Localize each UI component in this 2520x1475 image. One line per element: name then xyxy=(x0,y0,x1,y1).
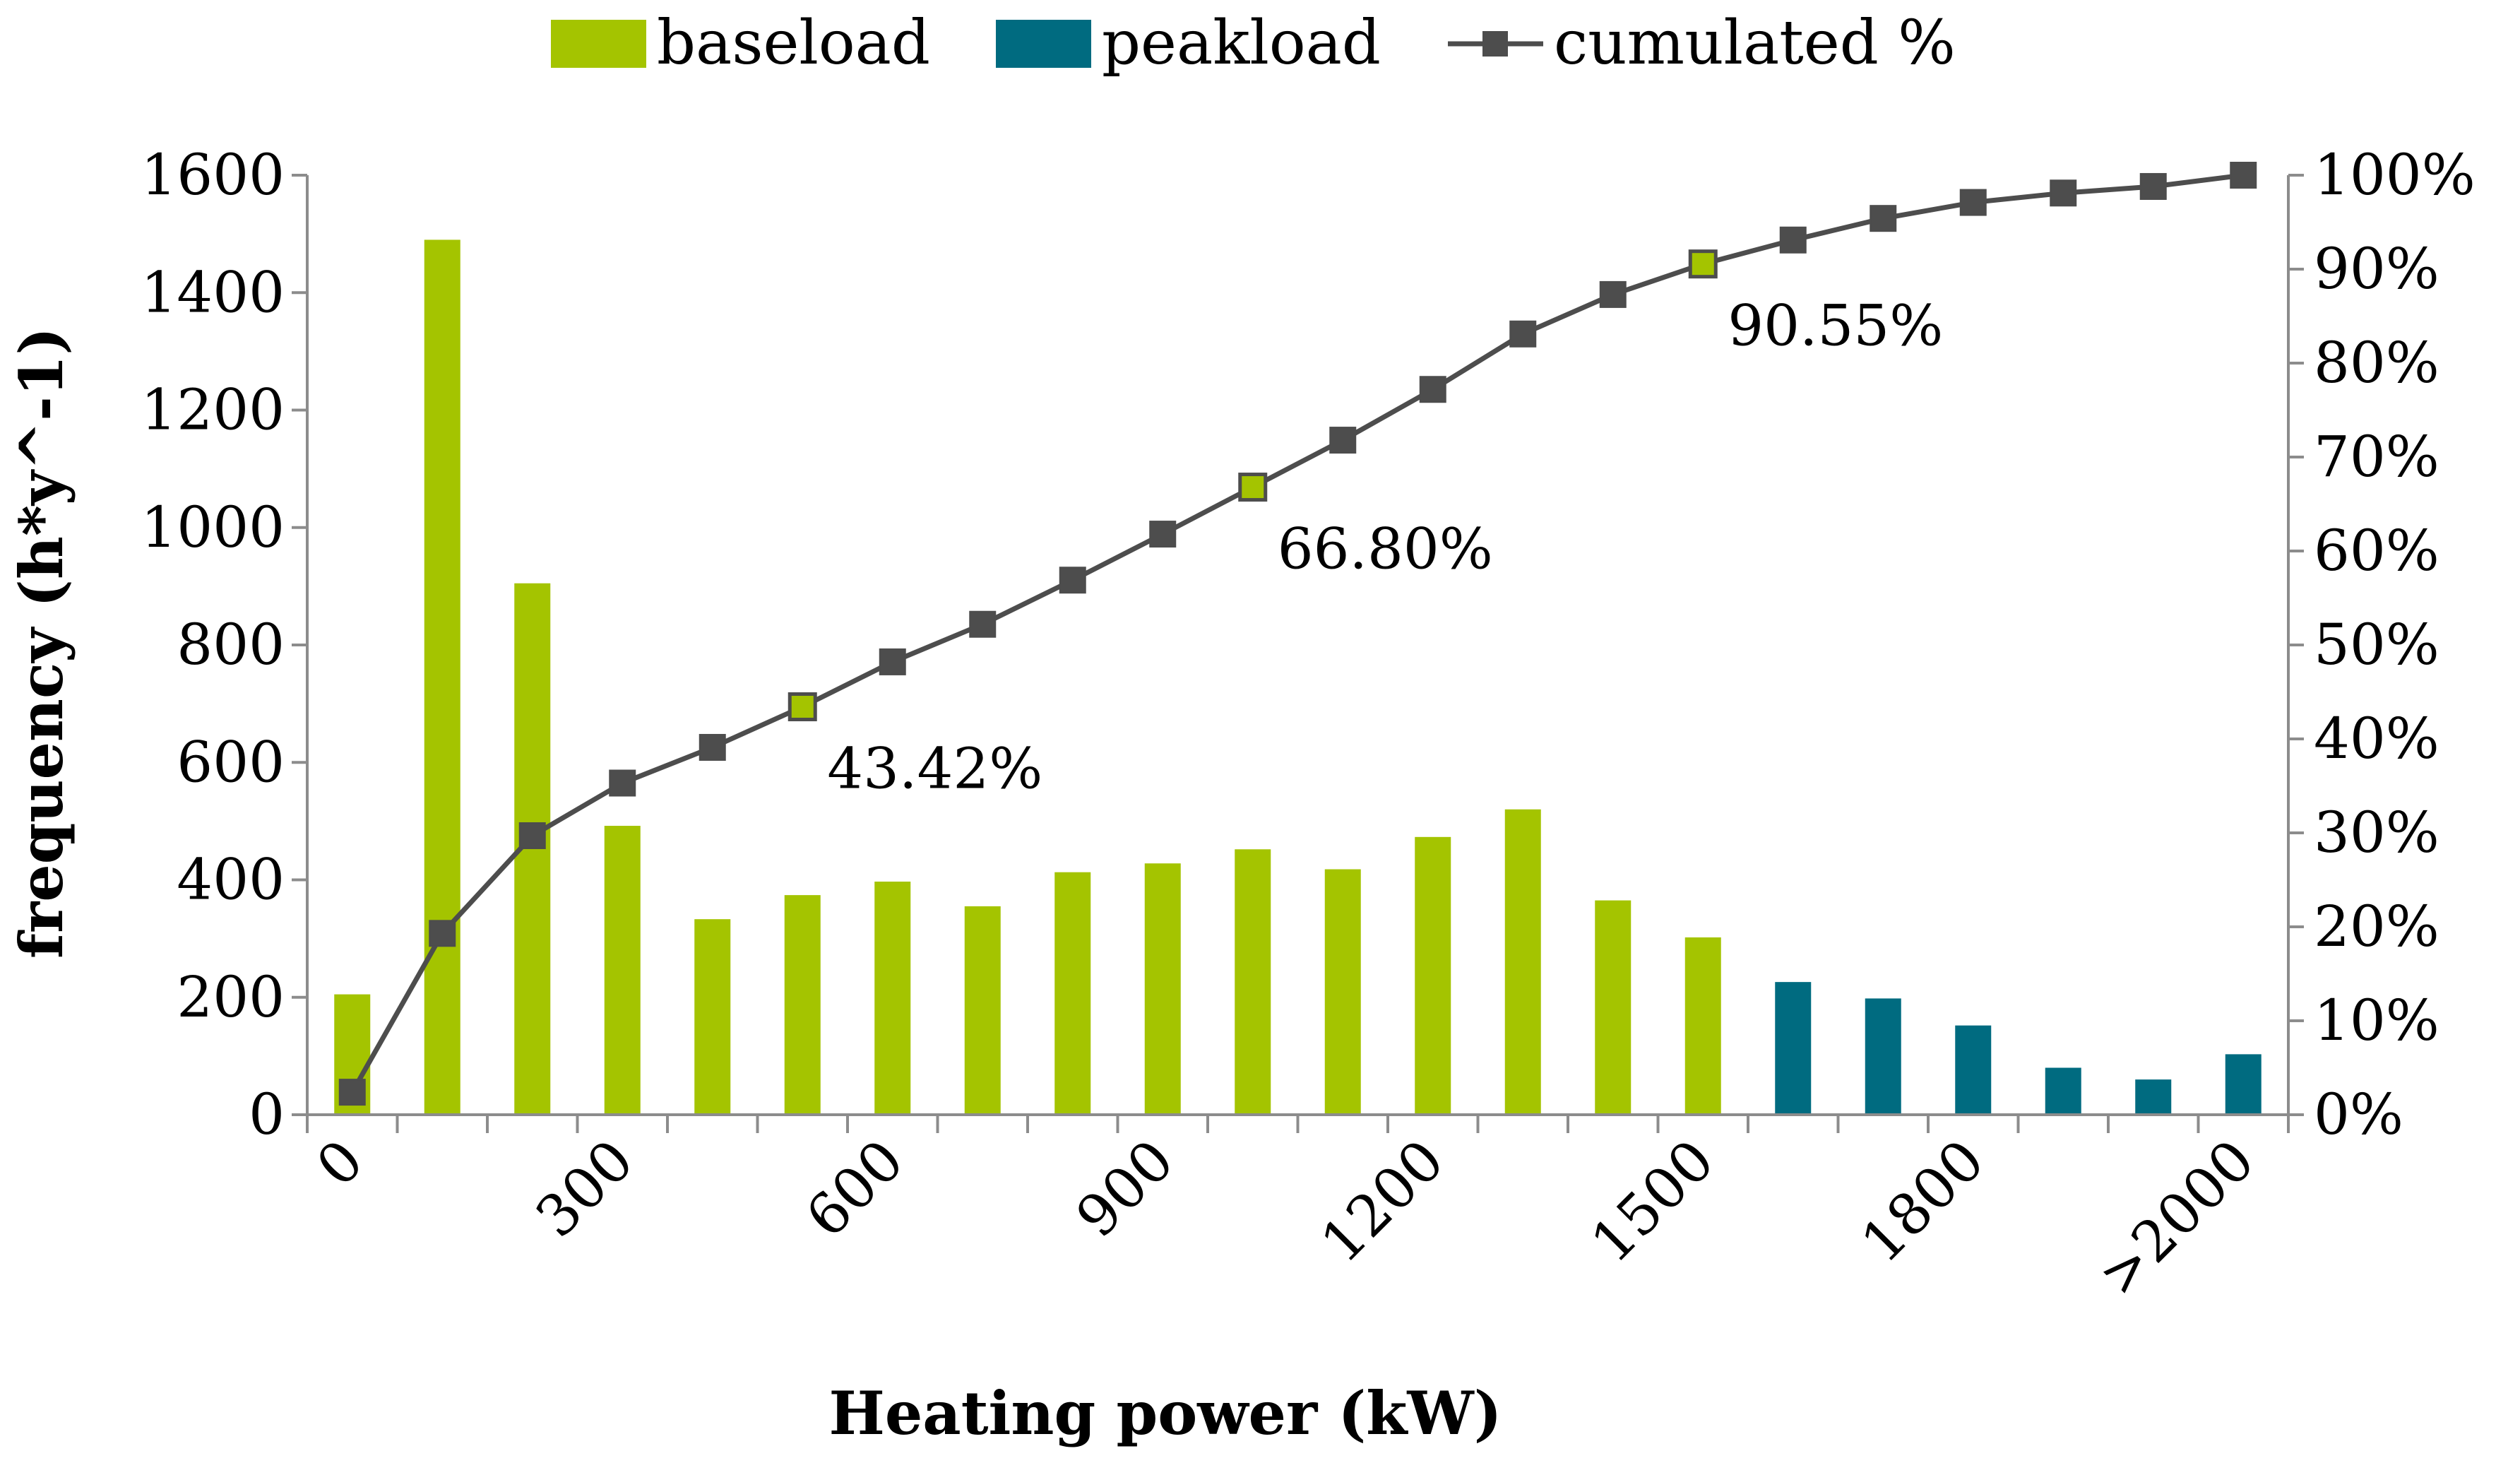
baseload-bar-100 xyxy=(424,239,460,1115)
y2-tick-label-60%: 60% xyxy=(2314,518,2439,584)
cumulated-marker-1900 xyxy=(2050,179,2077,207)
baseload-bar-900 xyxy=(1144,863,1181,1115)
baseload-bar-800 xyxy=(1054,872,1091,1115)
y-tick-label-400: 400 xyxy=(177,847,285,913)
x-tick-label-1800: 1800 xyxy=(1848,1127,1997,1276)
y-axis-title: frequency (h*y^-1) xyxy=(6,327,76,959)
y2-tick-label-0%: 0% xyxy=(2314,1082,2403,1147)
peakload-bar->2000 xyxy=(2225,1054,2262,1115)
y2-tick-label-30%: 30% xyxy=(2314,800,2439,865)
y-tick-label-1200: 1200 xyxy=(141,377,285,443)
y2-tick-label-80%: 80% xyxy=(2314,330,2439,396)
y-tick-label-1400: 1400 xyxy=(141,259,285,325)
cumulated-marker->2000 xyxy=(2230,162,2257,189)
cumulated-marker-1500 xyxy=(1688,249,1718,279)
y2-tick-label-10%: 10% xyxy=(2314,988,2439,1053)
y-tick-label-200: 200 xyxy=(177,964,285,1030)
cumulated-marker-1700 xyxy=(1870,205,1897,232)
bars-group xyxy=(334,239,2262,1115)
legend-swatch-peakload xyxy=(996,20,1091,68)
baseload-bar-1500 xyxy=(1684,937,1721,1115)
baseload-bar-400 xyxy=(694,919,731,1115)
x-tick-label-1500: 1500 xyxy=(1579,1127,1727,1276)
cumulated-marker-1400 xyxy=(1599,280,1627,308)
y2-tick-label-40%: 40% xyxy=(2314,706,2439,771)
cumulated-line xyxy=(350,172,2244,1094)
baseload-bar-1200 xyxy=(1415,836,1451,1115)
x-tick-label-900: 900 xyxy=(1064,1127,1187,1250)
y2-tick-label-100%: 100% xyxy=(2314,142,2476,208)
peakload-bar-1800 xyxy=(1955,1025,1992,1115)
peakload-bar-1700 xyxy=(1865,998,1901,1115)
legend-label-baseload: baseload xyxy=(657,8,930,78)
baseload-bar-500 xyxy=(784,895,821,1115)
legend: baseload peakload cumulated % xyxy=(551,8,1956,78)
legend-label-peakload: peakload xyxy=(1102,8,1381,78)
y-tick-label-0: 0 xyxy=(249,1082,285,1147)
cumulated-marker-1100 xyxy=(1329,427,1357,454)
y-tick-label-1600: 1600 xyxy=(141,142,285,208)
baseload-bar-1300 xyxy=(1504,809,1541,1115)
cumulated-marker-600 xyxy=(879,648,906,675)
cumulated-marker-500 xyxy=(788,692,817,722)
cumulated-marker-0 xyxy=(338,1079,366,1106)
annotation-90.55%: 90.55% xyxy=(1728,293,1943,359)
x-tick-label-300: 300 xyxy=(523,1127,646,1250)
y2-tick-label-50%: 50% xyxy=(2314,612,2439,677)
x-tick-label-1200: 1200 xyxy=(1308,1127,1456,1276)
baseload-bar-300 xyxy=(604,826,641,1115)
cumulated-marker-200 xyxy=(518,822,546,849)
y2-tick-label-90%: 90% xyxy=(2314,236,2439,302)
y2-tick-label-20%: 20% xyxy=(2314,894,2439,959)
x-axis-title: Heating power (kW) xyxy=(828,1378,1502,1448)
cumulated-marker-1300 xyxy=(1509,320,1537,348)
axes-group xyxy=(292,174,2304,1133)
baseload-bar-1400 xyxy=(1595,900,1632,1115)
y-tick-label-600: 600 xyxy=(177,729,285,795)
annotation-66.80%: 66.80% xyxy=(1278,516,1493,582)
annotation-43.42%: 43.42% xyxy=(827,736,1042,802)
baseload-bar-700 xyxy=(964,906,1001,1115)
x-tick-label-0: 0 xyxy=(304,1127,376,1199)
cumulated-marker-100 xyxy=(429,920,456,947)
y2-tick-label-70%: 70% xyxy=(2314,424,2439,490)
baseload-bar-600 xyxy=(874,881,911,1115)
cumulated-marker-1800 xyxy=(1959,189,1987,216)
cumulated-marker-400 xyxy=(699,733,726,761)
cumulated-marker-700 xyxy=(969,610,997,638)
labels-group: 0 200 400 600 800 1000 1200 1400 1600 0% 10% 20% 30%… xyxy=(141,142,2475,1309)
cumulated-marker-800 xyxy=(1059,567,1086,594)
x-tick-label->2000: >2000 xyxy=(2086,1127,2267,1309)
cumulated-marker-1200 xyxy=(1419,376,1446,403)
x-tick-label-600: 600 xyxy=(793,1127,916,1250)
legend-swatch-baseload xyxy=(551,20,646,68)
legend-marker-cumulated % xyxy=(1482,31,1508,57)
cumulated-marker-2000 xyxy=(2139,172,2167,200)
baseload-bar-1000 xyxy=(1235,849,1271,1115)
baseload-bar-1100 xyxy=(1324,869,1361,1115)
cumulated-line-group xyxy=(338,162,2257,1106)
peakload-bar-2000 xyxy=(2135,1079,2172,1115)
cumulated-marker-1000 xyxy=(1238,473,1268,502)
y-tick-label-1000: 1000 xyxy=(141,494,285,560)
legend-label-cumulated %: cumulated % xyxy=(1554,8,1956,78)
cumulated-marker-900 xyxy=(1149,521,1177,548)
peakload-bar-1900 xyxy=(2045,1067,2081,1115)
cumulated-marker-300 xyxy=(609,769,636,797)
y-tick-label-800: 800 xyxy=(177,612,285,677)
cumulated-marker-1600 xyxy=(1779,226,1807,254)
peakload-bar-1600 xyxy=(1775,982,1812,1115)
